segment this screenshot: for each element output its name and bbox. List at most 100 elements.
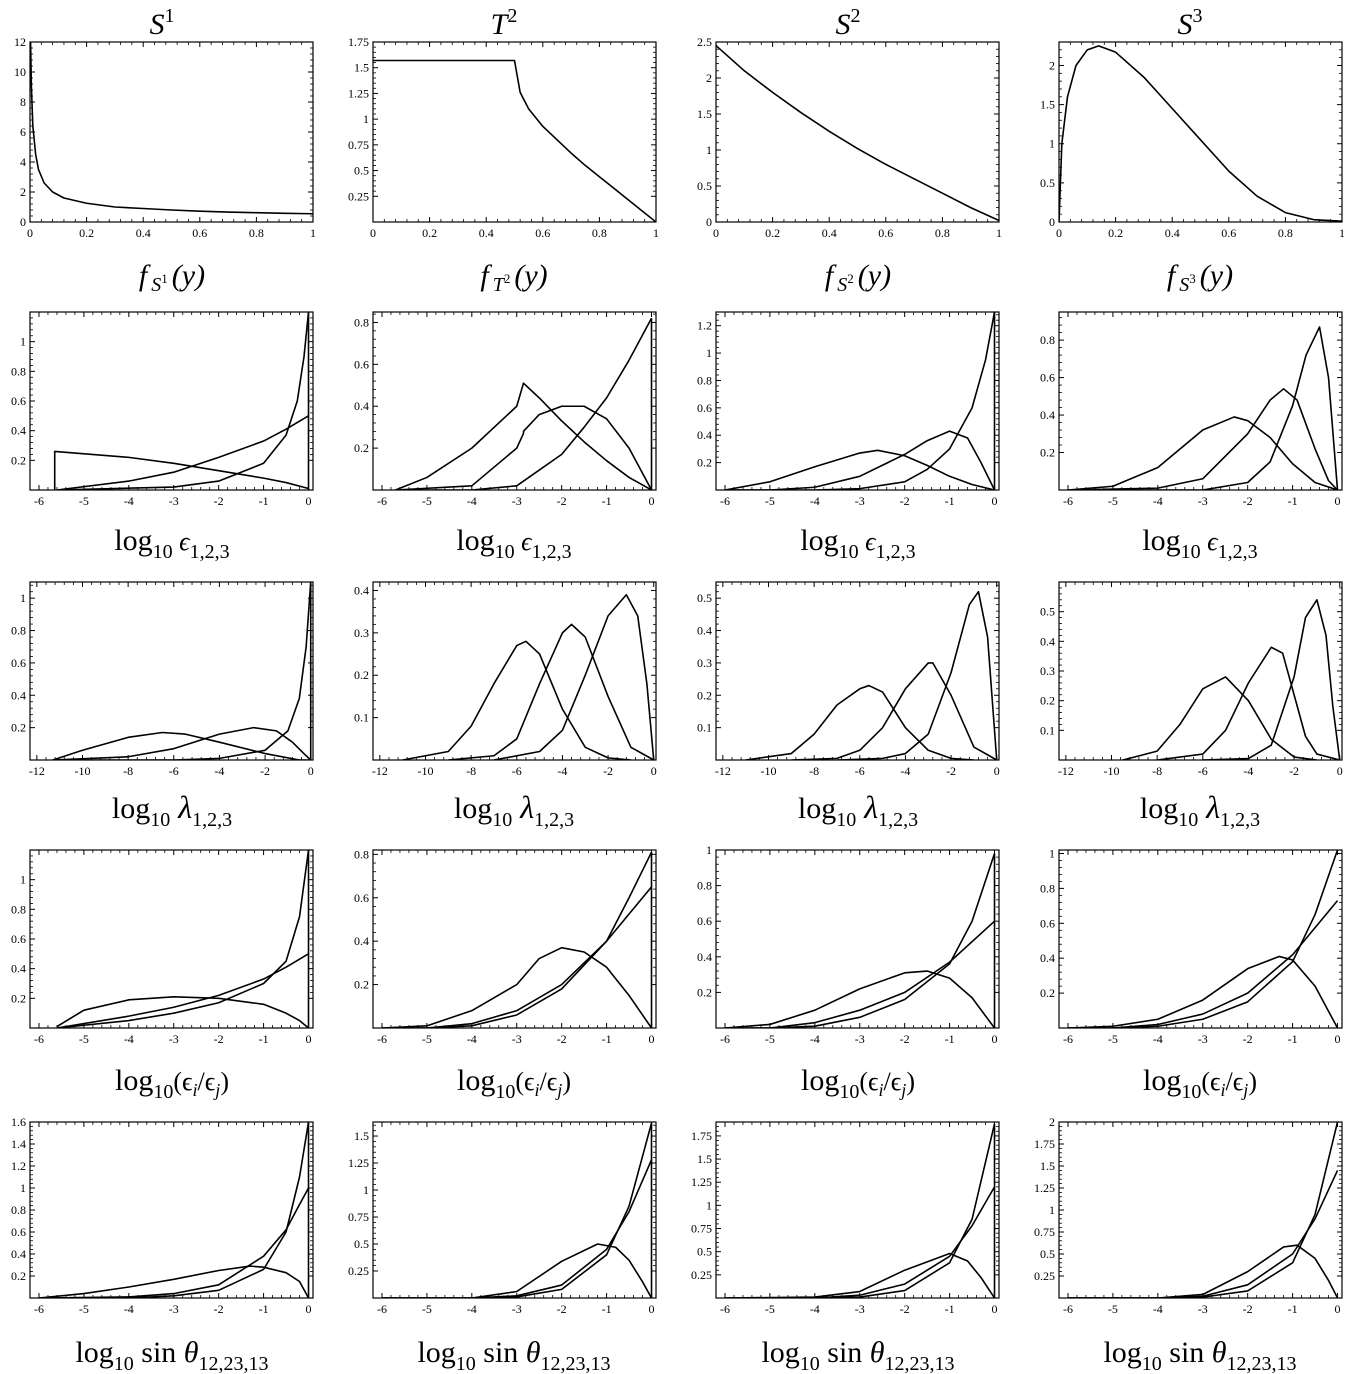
y-tick-label: 0.4	[11, 1247, 26, 1261]
x-tick-label: -1	[602, 494, 612, 508]
series-line	[1059, 45, 1342, 222]
y-tick-label: 0.4	[354, 583, 369, 597]
x-tick-label: -3	[512, 1032, 522, 1046]
y-tick-label: 1	[706, 346, 712, 360]
y-tick-label: 1	[20, 335, 26, 349]
x-tick-label: -5	[422, 494, 432, 508]
x-tick-label: 0	[1056, 226, 1062, 240]
y-tick-label: 0.25	[1034, 1269, 1055, 1283]
y-tick-label: 0.2	[11, 1269, 26, 1283]
y-tick-label: 8	[20, 95, 26, 109]
x-tick-label: 0	[649, 1302, 655, 1316]
x-tick-label: -10	[1103, 764, 1119, 778]
x-tick-label: -5	[765, 1032, 775, 1046]
series-line	[724, 1186, 996, 1298]
y-tick-label: 0.4	[1040, 634, 1055, 648]
y-tick-label: 0.2	[11, 453, 26, 467]
x-tick-label: -5	[765, 494, 775, 508]
y-tick-label: 0.6	[11, 1225, 26, 1239]
chart-panel: -6 -5 -4 -3 -2 -1 0 0.2 0.4 0.6 0.8	[354, 311, 657, 508]
column-title-sup: 1	[165, 5, 175, 27]
x-tick-label: -5	[765, 1302, 775, 1316]
y-tick-label: 12	[14, 35, 26, 49]
y-tick-label: 0	[1049, 215, 1055, 229]
x-tick-label: -2	[557, 1032, 567, 1046]
x-tick-label: -4	[467, 494, 477, 508]
x-tick-label: -1	[602, 1302, 612, 1316]
chart-panel: 0 0.2 0.4 0.6 0.8 1 0 0.5 1 1.5 2 2.5	[697, 35, 1002, 240]
x-tick-label: 0.6	[535, 226, 550, 240]
series-line	[724, 970, 996, 1028]
x-tick-label: -12	[715, 764, 731, 778]
x-tick-label: -3	[855, 1032, 865, 1046]
x-tick-label: -3	[512, 494, 522, 508]
column-titles: S1 T2 S2 S3	[150, 5, 1203, 41]
column-title: S3	[1178, 5, 1203, 41]
y-tick-label: 1.2	[697, 319, 712, 333]
x-tick-label: -6	[34, 494, 44, 508]
x-tick-label: -5	[79, 494, 89, 508]
y-tick-label: 0.6	[11, 394, 26, 408]
x-tick-label: -8	[1152, 764, 1162, 778]
x-tick-label: 0	[994, 764, 1000, 778]
series-line	[716, 45, 999, 222]
x-tick-label: -2	[1243, 1302, 1253, 1316]
x-tick-label: -5	[1108, 1302, 1118, 1316]
x-tick-label: -6	[1063, 1032, 1073, 1046]
y-tick-label: 1	[1049, 137, 1055, 151]
x-tick-label: 0.4	[479, 226, 494, 240]
y-tick-label: 1.75	[1034, 1137, 1055, 1151]
x-axis-label: f T2 (y)	[480, 259, 547, 296]
y-tick-label: 1.6	[11, 1115, 26, 1129]
y-tick-label: 0.8	[354, 315, 369, 329]
y-tick-label: 0.8	[1040, 881, 1055, 895]
series-line	[448, 623, 655, 760]
x-axis-label: f S2 (y)	[825, 259, 891, 296]
y-tick-label: 0.8	[354, 847, 369, 861]
x-tick-label: -5	[422, 1302, 432, 1316]
chart-panel: -6 -5 -4 -3 -2 -1 0 0.2 0.4 0.6 0.8 1	[1040, 846, 1343, 1046]
y-tick-label: 1	[20, 873, 26, 887]
y-tick-label: 1	[1049, 1203, 1055, 1217]
y-tick-label: 0.75	[348, 138, 369, 152]
x-tick-label: 0	[1335, 1032, 1341, 1046]
x-tick-label: 0	[649, 494, 655, 508]
x-tick-label: -5	[1108, 494, 1118, 508]
series-line	[1067, 1170, 1339, 1298]
plot-frame	[372, 41, 657, 223]
x-axis-label: f S3 (y)	[1167, 259, 1233, 296]
y-tick-label: 0.4	[354, 399, 369, 413]
y-tick-label: 0.6	[697, 914, 712, 928]
y-tick-label: 0.8	[697, 879, 712, 893]
plot-frame	[29, 1121, 314, 1299]
x-tick-label: -4	[1153, 494, 1163, 508]
y-tick-label: 1.75	[348, 35, 369, 49]
x-tick-label: -4	[467, 1032, 477, 1046]
series-line	[1067, 388, 1339, 490]
plot-frame	[372, 311, 657, 491]
y-tick-label: 0.2	[697, 456, 712, 470]
y-tick-label: 0.5	[354, 164, 369, 178]
y-tick-label: 2	[1049, 1115, 1055, 1129]
chart-panel: -6 -5 -4 -3 -2 -1 0 0.2 0.4 0.6 0.8 1	[11, 849, 314, 1046]
y-tick-label: 1	[363, 1183, 369, 1197]
x-tick-label: -2	[557, 494, 567, 508]
y-tick-label: 0	[706, 215, 712, 229]
series-line	[836, 590, 998, 760]
x-tick-label: 0.4	[822, 226, 837, 240]
y-tick-label: 0.6	[354, 891, 369, 905]
chart-panel: -12 -10 -8 -6 -4 -2 0 0.1 0.2 0.3 0.4 0.5	[697, 581, 1000, 778]
y-tick-label: 0.6	[11, 932, 26, 946]
y-tick-label: 2.5	[697, 35, 712, 49]
plot-frame	[715, 581, 1000, 761]
y-tick-label: 1.5	[1040, 98, 1055, 112]
series-line	[373, 59, 656, 222]
x-tick-label: 0	[1335, 494, 1341, 508]
x-tick-label: -4	[557, 764, 567, 778]
x-tick-label: -5	[79, 1032, 89, 1046]
x-tick-label: -2	[214, 494, 224, 508]
x-tick-label: -4	[124, 1032, 134, 1046]
x-tick-label: -4	[124, 1302, 134, 1316]
y-tick-label: 1.5	[1040, 1159, 1055, 1173]
x-tick-label: 0.2	[765, 226, 780, 240]
